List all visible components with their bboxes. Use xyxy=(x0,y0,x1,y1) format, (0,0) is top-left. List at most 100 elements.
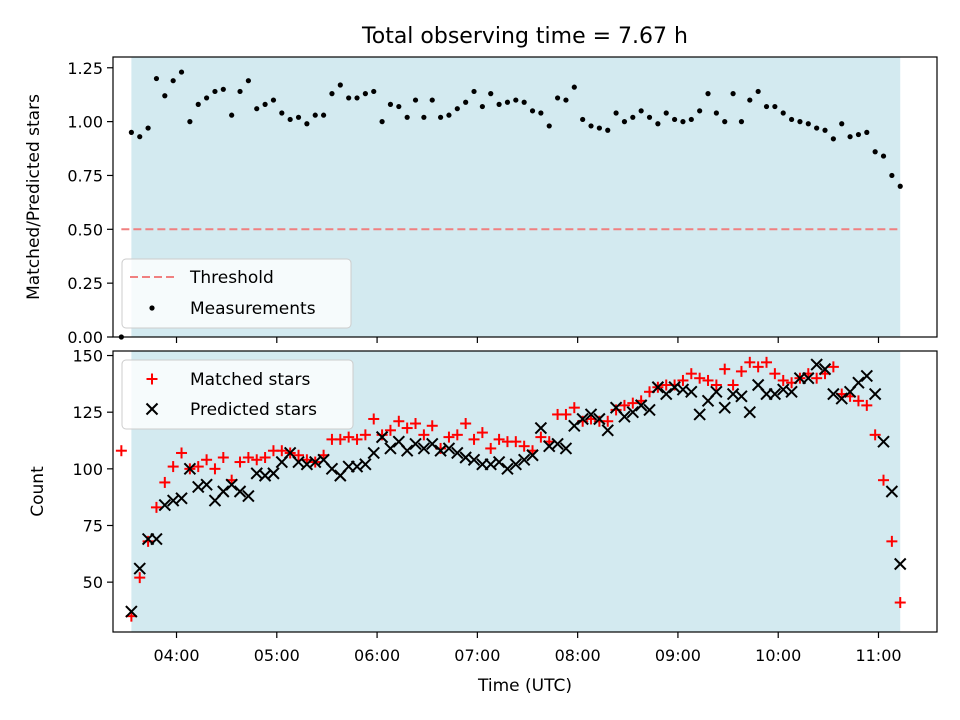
x-axis-label: Time (UTC) xyxy=(477,676,572,696)
measurement-point xyxy=(446,112,452,118)
measurement-point xyxy=(897,183,903,189)
predicted-point xyxy=(693,408,706,421)
x-marker-b xyxy=(434,444,447,457)
x-marker-b xyxy=(868,387,882,401)
predicted-point xyxy=(442,442,456,455)
predicted-stars-points xyxy=(125,358,907,618)
matched-point xyxy=(769,368,781,380)
x-marker-b xyxy=(200,478,213,491)
matched-point xyxy=(451,429,463,441)
matched-point xyxy=(744,356,756,368)
matched-point xyxy=(735,365,747,377)
x-marker-b xyxy=(609,401,623,414)
x-marker-b xyxy=(175,492,188,505)
measurement-point xyxy=(262,101,268,107)
measurement-point xyxy=(855,131,862,138)
predicted-point xyxy=(325,462,339,476)
legend-matched-swatch xyxy=(146,373,158,385)
x-marker-b xyxy=(400,444,414,457)
matched-point xyxy=(410,418,422,430)
measurement-point xyxy=(872,149,878,155)
measurement-point xyxy=(337,82,343,88)
x-marker-b xyxy=(166,494,180,507)
measurement-point xyxy=(229,112,235,118)
predicted-point xyxy=(852,376,865,389)
measurement-point xyxy=(847,134,853,140)
predicted-point xyxy=(501,462,514,476)
matched-point xyxy=(150,501,162,513)
measurement-point xyxy=(346,95,352,101)
predicted-point xyxy=(526,449,539,462)
x-marker-b xyxy=(743,405,757,419)
matched-point xyxy=(852,395,864,407)
measurement-points xyxy=(118,69,903,340)
predicted-point xyxy=(651,381,665,394)
measurement-point xyxy=(429,97,435,103)
predicted-point xyxy=(175,492,188,505)
x-tick-label: 11:00 xyxy=(855,646,901,665)
x-marker-b xyxy=(283,446,297,460)
matched-point xyxy=(560,408,572,420)
x-marker-b xyxy=(409,437,422,451)
matched-point xyxy=(359,429,371,441)
x-marker-b xyxy=(150,532,163,546)
measurement-point xyxy=(864,129,870,135)
predicted-point xyxy=(868,387,882,401)
predicted-point xyxy=(601,424,614,437)
predicted-point xyxy=(593,412,606,426)
matched-point xyxy=(460,418,472,430)
matched-point xyxy=(518,440,530,452)
matched-point xyxy=(510,436,522,448)
measurement-point xyxy=(496,101,502,107)
matched-point xyxy=(251,454,263,466)
measurement-point xyxy=(212,88,218,95)
x-marker-b xyxy=(710,385,723,398)
x-marker-b xyxy=(584,408,598,421)
x-marker-b xyxy=(359,458,372,471)
x-marker-b xyxy=(426,437,439,451)
measurement-point xyxy=(320,112,327,118)
predicted-point xyxy=(467,453,481,466)
measurement-point xyxy=(279,110,285,116)
matched-point xyxy=(418,429,430,441)
measurement-point xyxy=(504,99,511,105)
matched-point xyxy=(115,445,127,457)
x-marker-b xyxy=(618,410,631,423)
x-marker-b xyxy=(543,439,556,453)
measurement-point xyxy=(145,125,151,131)
matched-point xyxy=(861,399,873,411)
predicted-point xyxy=(827,387,840,401)
matched-point xyxy=(176,447,188,459)
measurement-point xyxy=(304,121,310,127)
x-marker-b xyxy=(375,430,389,444)
legend-predicted-marker xyxy=(145,402,159,416)
x-marker-b xyxy=(300,458,314,471)
predicted-point xyxy=(409,437,422,451)
x-marker-b xyxy=(517,453,531,466)
predicted-point xyxy=(375,430,389,444)
x-marker-b xyxy=(183,462,197,476)
legend-predicted-swatch xyxy=(145,402,159,416)
chart-title: Total observing time = 7.67 h xyxy=(361,24,688,49)
matched-point xyxy=(443,431,455,443)
measurement-point xyxy=(162,93,168,99)
matched-point xyxy=(134,572,146,584)
predicted-point xyxy=(517,453,531,466)
x-marker-b xyxy=(835,392,848,405)
legend-predicted-label: Predicted stars xyxy=(190,400,317,420)
x-marker-b xyxy=(384,442,397,455)
matched-point xyxy=(761,356,773,368)
measurement-point xyxy=(270,97,277,103)
x-marker-b xyxy=(735,390,748,403)
x-marker-b xyxy=(626,405,640,419)
measurement-point xyxy=(437,114,444,120)
matched-point xyxy=(869,429,881,441)
matched-stars-points xyxy=(115,356,906,622)
measurement-point xyxy=(822,127,828,133)
matched-point xyxy=(384,424,396,436)
measurement-point xyxy=(546,123,552,129)
predicted-point xyxy=(400,444,414,457)
matched-point xyxy=(393,415,405,427)
x-marker-b xyxy=(309,455,322,469)
y-tick-label: 0.50 xyxy=(67,220,103,239)
